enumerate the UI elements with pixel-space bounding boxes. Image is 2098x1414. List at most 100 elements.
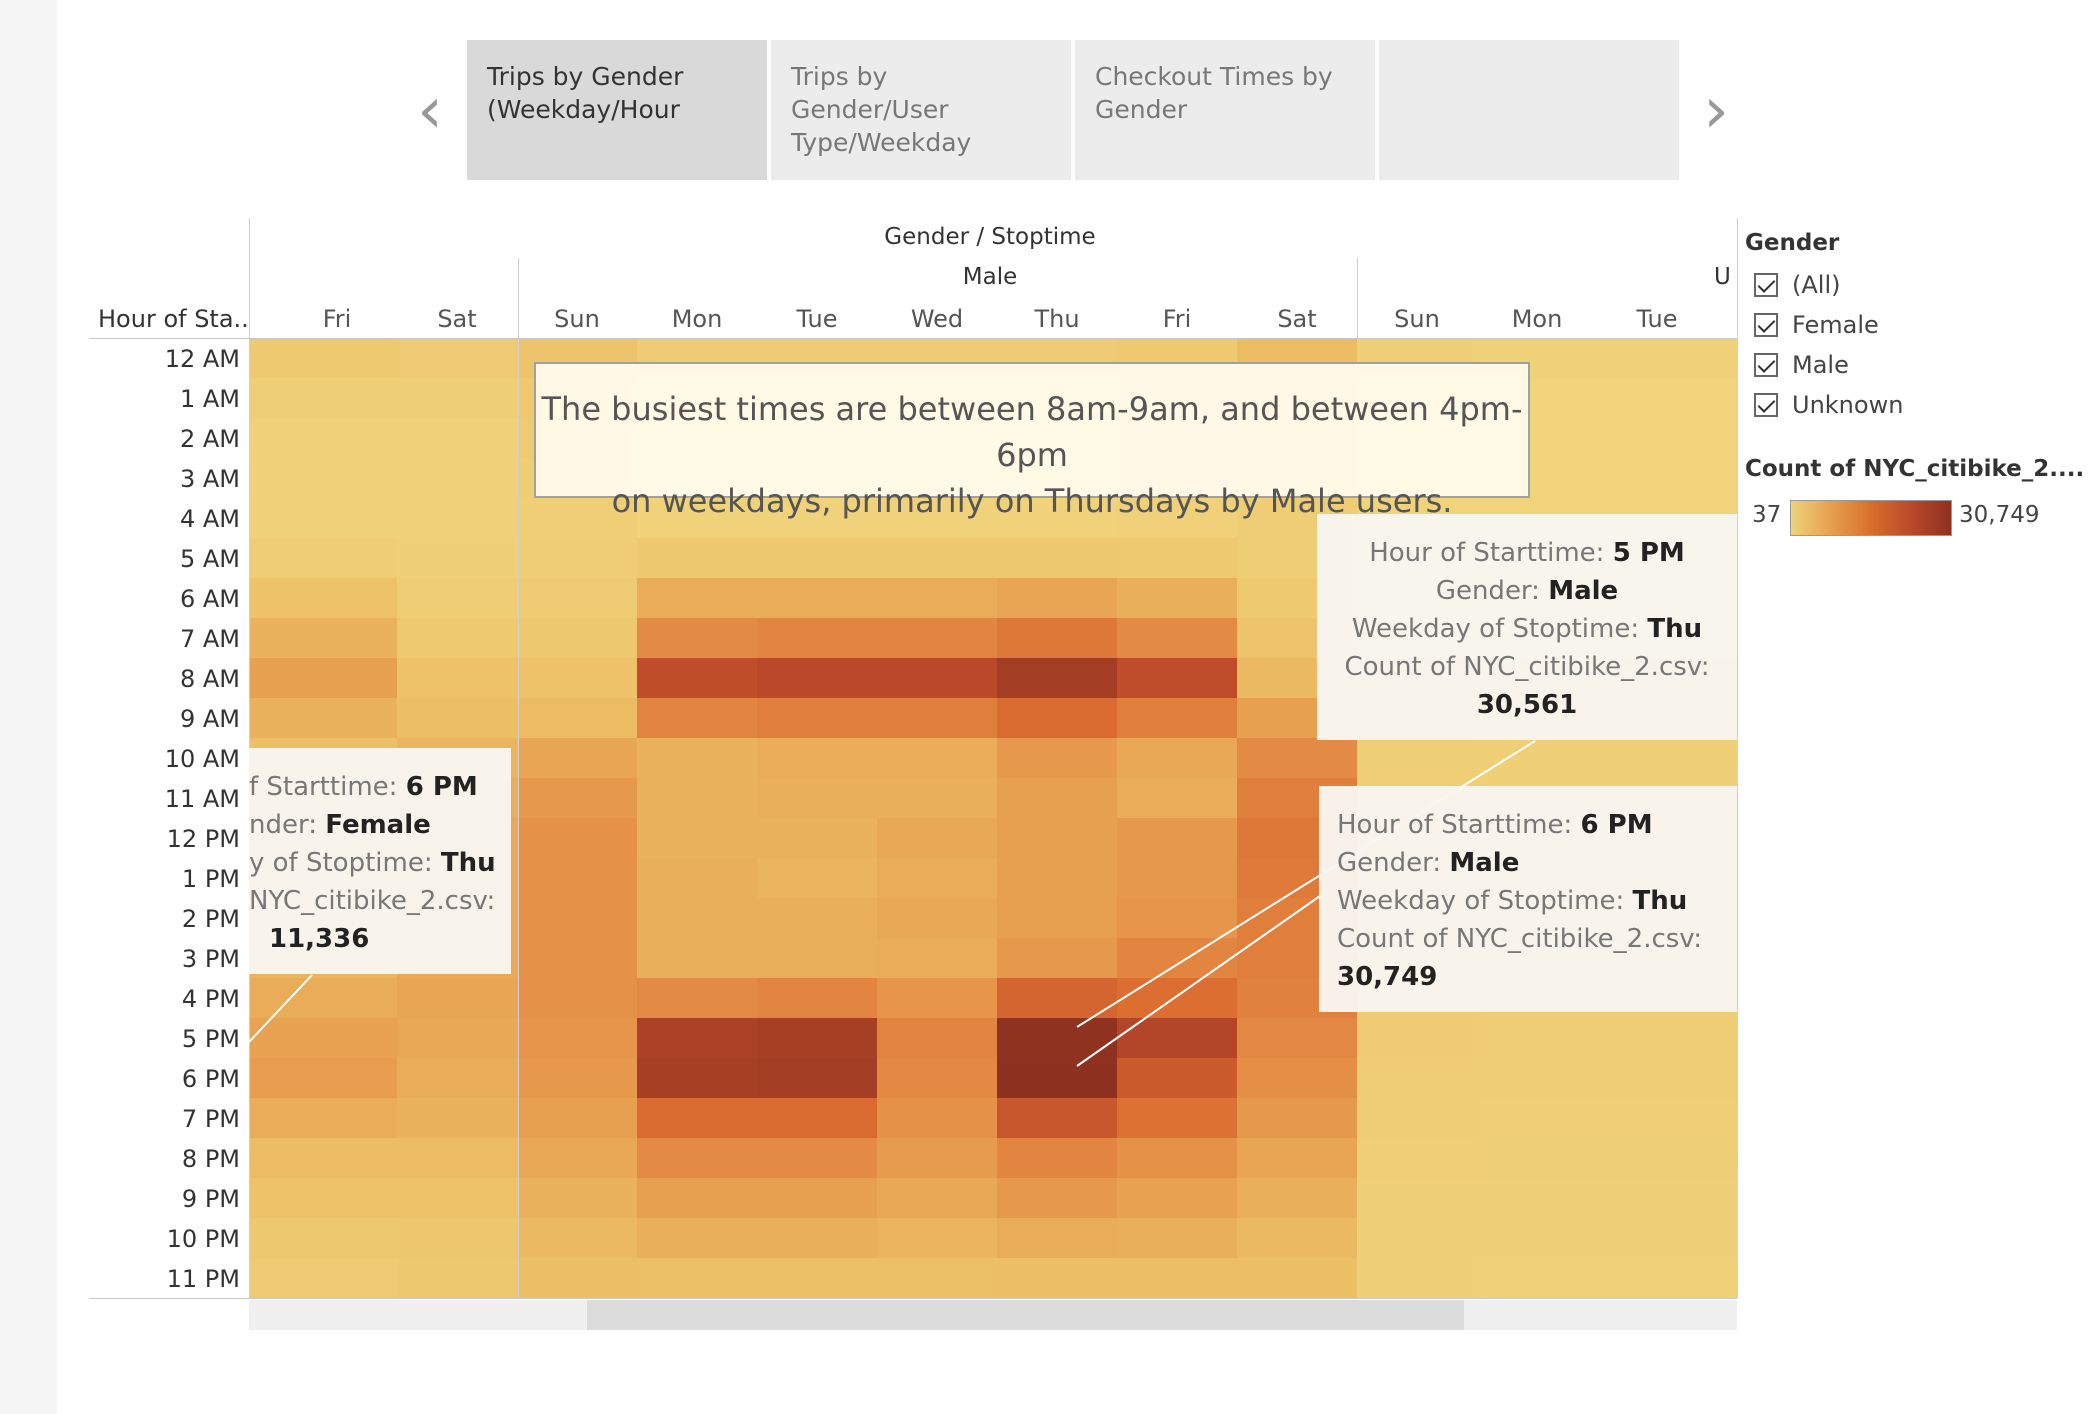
heatmap-cell[interactable]	[1117, 578, 1237, 618]
heatmap-cell[interactable]	[997, 1058, 1117, 1098]
heatmap-cell[interactable]	[877, 538, 997, 578]
heatmap-cell[interactable]	[877, 818, 997, 858]
heatmap-cell[interactable]	[997, 618, 1117, 658]
heatmap-cell[interactable]	[518, 1258, 637, 1298]
heatmap-cell[interactable]	[1237, 1018, 1357, 1058]
heatmap-cell[interactable]	[757, 1258, 877, 1298]
heatmap-cell[interactable]	[997, 898, 1117, 938]
heatmap-cell[interactable]	[877, 1018, 997, 1058]
heatmap-cell[interactable]	[1357, 1218, 1477, 1258]
heatmap-cell[interactable]	[637, 498, 757, 538]
story-tab-trips-by-gender-user-type[interactable]: Trips by Gender/User Type/Weekday	[771, 40, 1071, 180]
heatmap-cell[interactable]	[1117, 818, 1237, 858]
heatmap-cell[interactable]	[249, 978, 397, 1018]
heatmap-cell[interactable]	[249, 1058, 397, 1098]
chevron-left-icon[interactable]: ‹	[417, 74, 443, 148]
heatmap-cell[interactable]	[397, 978, 518, 1018]
heatmap-cell[interactable]	[1597, 1138, 1737, 1178]
heatmap-cell[interactable]	[757, 858, 877, 898]
heatmap-cell[interactable]	[1357, 1058, 1477, 1098]
heatmap-cell[interactable]	[1477, 1218, 1597, 1258]
heatmap-cell[interactable]	[518, 1178, 637, 1218]
heatmap-cell[interactable]	[1477, 1058, 1597, 1098]
heatmap-cell[interactable]	[249, 1218, 397, 1258]
heatmap-cell[interactable]	[1237, 1138, 1357, 1178]
heatmap-cell[interactable]	[518, 538, 637, 578]
heatmap-cell[interactable]	[997, 978, 1117, 1018]
heatmap-cell[interactable]	[757, 978, 877, 1018]
heatmap-cell[interactable]	[637, 1178, 757, 1218]
heatmap-cell[interactable]	[877, 1218, 997, 1258]
heatmap-cell[interactable]	[637, 698, 757, 738]
heatmap-cell[interactable]	[1117, 538, 1237, 578]
heatmap-cell[interactable]	[1117, 1218, 1237, 1258]
heatmap-cell[interactable]	[757, 1178, 877, 1218]
heatmap-cell[interactable]	[518, 818, 637, 858]
heatmap-cell[interactable]	[637, 858, 757, 898]
heatmap-cell[interactable]	[637, 778, 757, 818]
heatmap-cell[interactable]	[637, 658, 757, 698]
heatmap-cell[interactable]	[1597, 338, 1737, 378]
heatmap-cell[interactable]	[1357, 1138, 1477, 1178]
heatmap-cell[interactable]	[997, 698, 1117, 738]
heatmap-cell[interactable]	[997, 1218, 1117, 1258]
heatmap-cell[interactable]	[757, 538, 877, 578]
heatmap-cell[interactable]	[1357, 1258, 1477, 1298]
heatmap-cell[interactable]	[1237, 1178, 1357, 1218]
heatmap-cell[interactable]	[1117, 1178, 1237, 1218]
heatmap-cell[interactable]	[397, 538, 518, 578]
heatmap-cell[interactable]	[1477, 1018, 1597, 1058]
heatmap-cell[interactable]	[1597, 458, 1737, 498]
heatmap-cell[interactable]	[249, 378, 397, 418]
heatmap-cell[interactable]	[518, 1218, 637, 1258]
heatmap-cell[interactable]	[249, 418, 397, 458]
heatmap-cell[interactable]	[249, 458, 397, 498]
heatmap-cell[interactable]	[637, 578, 757, 618]
heatmap-cell[interactable]	[397, 578, 518, 618]
heatmap-cell[interactable]	[757, 1018, 877, 1058]
heatmap-cell[interactable]	[397, 1218, 518, 1258]
heatmap-cell[interactable]	[249, 1178, 397, 1218]
heatmap-cell[interactable]	[997, 858, 1117, 898]
heatmap-cell[interactable]	[1237, 1258, 1357, 1298]
heatmap-cell[interactable]	[877, 938, 997, 978]
heatmap-cell[interactable]	[518, 938, 637, 978]
heatmap-cell[interactable]	[1597, 1018, 1737, 1058]
heatmap-cell[interactable]	[397, 338, 518, 378]
checkbox-checked-icon[interactable]	[1754, 273, 1778, 297]
heatmap-cell[interactable]	[757, 1058, 877, 1098]
heatmap-cell[interactable]	[997, 498, 1117, 538]
heatmap-cell[interactable]	[1117, 658, 1237, 698]
heatmap-cell[interactable]	[518, 698, 637, 738]
heatmap-cell[interactable]	[637, 1098, 757, 1138]
heatmap-cell[interactable]	[1357, 1018, 1477, 1058]
heatmap-cell[interactable]	[1117, 1258, 1237, 1298]
heatmap-cell[interactable]	[249, 1018, 397, 1058]
heatmap-cell[interactable]	[397, 1258, 518, 1298]
heatmap-cell[interactable]	[397, 658, 518, 698]
heatmap-cell[interactable]	[1477, 1258, 1597, 1298]
heatmap-cell[interactable]	[877, 578, 997, 618]
heatmap-cell[interactable]	[518, 1098, 637, 1138]
heatmap-cell[interactable]	[1477, 1178, 1597, 1218]
heatmap-cell[interactable]	[397, 1098, 518, 1138]
heatmap-cell[interactable]	[757, 898, 877, 938]
heatmap-cell[interactable]	[877, 1138, 997, 1178]
heatmap-cell[interactable]	[1117, 1138, 1237, 1178]
heatmap-cell[interactable]	[757, 1138, 877, 1178]
heatmap-cell[interactable]	[1597, 1178, 1737, 1218]
filter-option-unknown[interactable]: Unknown	[1754, 388, 1903, 422]
filter-option-all[interactable]: (All)	[1754, 268, 1840, 302]
heatmap-cell[interactable]	[997, 938, 1117, 978]
heatmap-cell[interactable]	[518, 1138, 637, 1178]
heatmap-cell[interactable]	[1237, 1218, 1357, 1258]
heatmap-cell[interactable]	[1597, 1098, 1737, 1138]
heatmap-cell[interactable]	[1117, 898, 1237, 938]
heatmap-cell[interactable]	[637, 1058, 757, 1098]
heatmap-cell[interactable]	[757, 778, 877, 818]
heatmap-cell[interactable]	[518, 778, 637, 818]
heatmap-cell[interactable]	[997, 658, 1117, 698]
heatmap-cell[interactable]	[1117, 778, 1237, 818]
heatmap-cell[interactable]	[1477, 1098, 1597, 1138]
heatmap-cell[interactable]	[1117, 738, 1237, 778]
